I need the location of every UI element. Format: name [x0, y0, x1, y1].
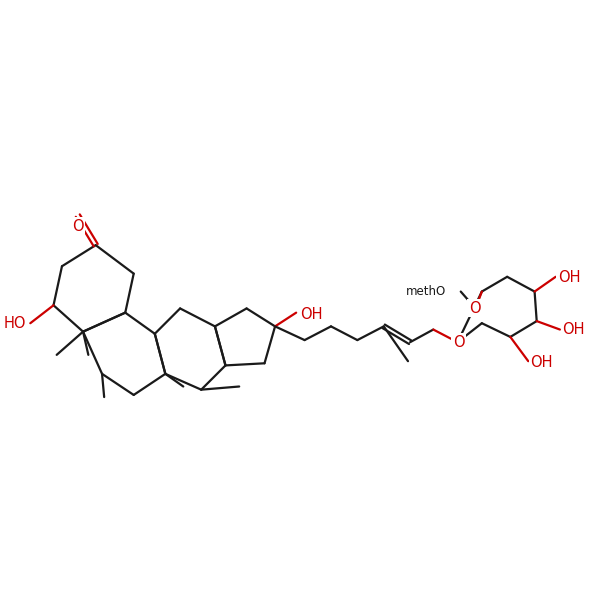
Text: O: O — [469, 301, 480, 316]
Text: O: O — [453, 335, 464, 350]
Text: OH: OH — [562, 322, 584, 337]
Text: OH: OH — [301, 307, 323, 322]
Text: OH: OH — [530, 355, 553, 370]
Text: methO: methO — [406, 285, 446, 298]
Text: HO: HO — [4, 316, 26, 331]
Text: O: O — [72, 218, 83, 233]
Text: OH: OH — [558, 271, 580, 286]
